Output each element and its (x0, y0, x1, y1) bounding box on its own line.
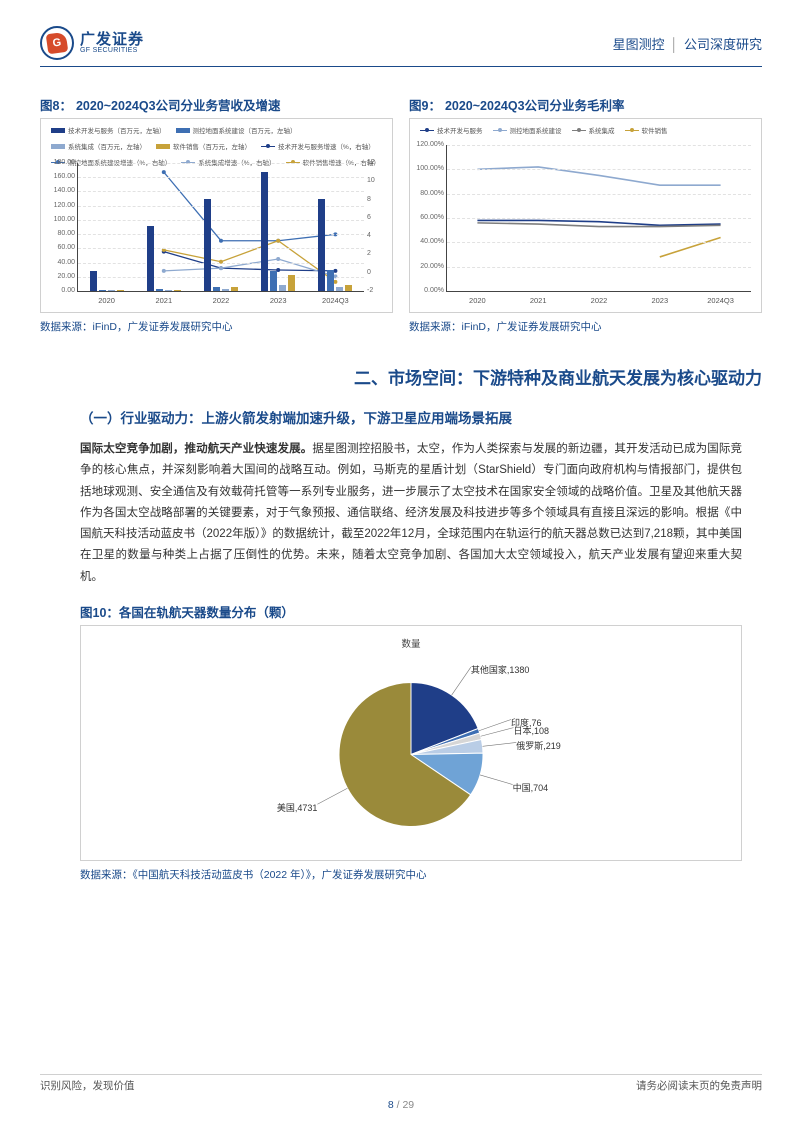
footer-right: 请务必阅读末页的免责声明 (636, 1078, 762, 1093)
figure-10-source: 数据来源：《中国航天科技活动蓝皮书（2022 年）》，广发证券发展研究中心 (80, 867, 762, 882)
legend-swatch (176, 128, 190, 133)
legend-label: 测控地面系统建设 (510, 125, 562, 135)
doc-title-sep: │ (670, 37, 678, 52)
section-heading: 二、市场空间：下游特种及商业航天发展为核心驱动力 (40, 364, 762, 389)
figure-8-title-text: 2020~2024Q3公司分业务营收及增速 (76, 99, 281, 113)
legend-label: 软件销售（百万元，左轴） (173, 141, 251, 151)
figure-9-source: 数据来源：iFinD，广发证券发展研究中心 (409, 319, 762, 334)
logo-text-en: GF SECURITIES (80, 47, 144, 54)
legend-swatch (261, 146, 275, 147)
figure-9-frame: 技术开发与服务 测控地面系统建设 系统集成 软件销售 0.00%20.00%40… (409, 118, 762, 313)
charts-row: 图8： 2020~2024Q3公司分业务营收及增速 技术开发与服务（百万元，左轴）… (40, 95, 762, 334)
doc-title: 星图测控 │ 公司深度研究 (613, 34, 762, 53)
source-label: 数据来源： (80, 869, 133, 881)
figure-8-frame: 技术开发与服务（百万元，左轴） 测控地面系统建设（百万元，左轴） 系统集成（百万… (40, 118, 393, 313)
legend-label: 技术开发与服务（百万元，左轴） (68, 125, 166, 135)
figure-9-plot: 0.00%20.00%40.00%60.00%80.00%100.00%120.… (446, 145, 751, 292)
footer-left: 识别风险，发现价值 (40, 1078, 135, 1093)
logo-text-cn: 广发证券 (80, 32, 144, 47)
brand-logo: G 广发证券 GF SECURITIES (40, 26, 144, 60)
figure-8-plot: 0.0020.0040.0060.0080.00100.00120.00140.… (77, 163, 364, 292)
doc-type: 公司深度研究 (684, 37, 762, 52)
legend-swatch (420, 130, 434, 131)
footer-divider-top (40, 1074, 762, 1075)
source-label: 数据来源： (40, 321, 93, 333)
legend-label: 软件销售 (642, 125, 668, 135)
source-text: iFinD，广发证券发展研究中心 (462, 321, 602, 333)
page-header: G 广发证券 GF SECURITIES 星图测控 │ 公司深度研究 (40, 24, 762, 62)
figure-9-legend: 技术开发与服务 测控地面系统建设 系统集成 软件销售 (416, 123, 755, 137)
legend-label: 系统集成（百万元，左轴） (68, 141, 146, 151)
legend-label: 技术开发与服务增速（%，右轴） (278, 141, 375, 151)
doc-company: 星图测控 (613, 37, 665, 52)
legend-swatch (156, 144, 170, 149)
pie-qty-label: 数量 (401, 636, 420, 650)
figure-9-title-text: 2020~2024Q3公司分业务毛利率 (445, 99, 625, 113)
legend-swatch (51, 128, 65, 133)
body-paragraph: 国际太空竞争加剧，推动航天产业快速发展。据星图测控招股书，太空，作为人类探索与发… (80, 439, 742, 588)
para-body: 据星图测控招股书，太空，作为人类探索与发展的新边疆，其开发活动已成为国际竞争的核… (80, 443, 742, 583)
figure-10-title: 图10：各国在轨航天器数量分布（颗） (80, 602, 762, 621)
legend-label: 测控地面系统建设（百万元，左轴） (193, 125, 297, 135)
figure-10-num: 图10： (80, 606, 119, 620)
legend-swatch (625, 130, 639, 131)
figure-9-num: 图9： (409, 99, 441, 113)
header-divider (40, 66, 762, 67)
page-total: 29 (402, 1099, 414, 1111)
figure-10-frame: 数量 美国,4731中国,704俄罗斯,219日本,108印度,76其他国家,1… (80, 625, 742, 861)
figure-8: 图8： 2020~2024Q3公司分业务营收及增速 技术开发与服务（百万元，左轴）… (40, 95, 393, 334)
source-label: 数据来源： (409, 321, 462, 333)
page-number: 8 / 29 (40, 1099, 762, 1111)
logo-badge-icon: G (40, 26, 74, 60)
legend-swatch (493, 130, 507, 131)
figure-8-title: 图8： 2020~2024Q3公司分业务营收及增速 (40, 95, 393, 114)
page-footer: 识别风险，发现价值 请务必阅读末页的免责声明 8 / 29 (0, 1042, 802, 1111)
logo-glyph: G (46, 32, 69, 55)
source-text: iFinD，广发证券发展研究中心 (93, 321, 233, 333)
pie-chart (321, 664, 501, 849)
legend-swatch (51, 144, 65, 149)
figure-9-title: 图9： 2020~2024Q3公司分业务毛利率 (409, 95, 762, 114)
section-subhead: （一）行业驱动力：上游火箭发射端加速升级，下游卫星应用端场景拓展 (80, 407, 762, 427)
legend-swatch (572, 130, 586, 131)
figure-9: 图9： 2020~2024Q3公司分业务毛利率 技术开发与服务 测控地面系统建设 … (409, 95, 762, 334)
legend-label: 技术开发与服务 (437, 125, 483, 135)
figure-8-num: 图8： (40, 99, 72, 113)
para-lead: 国际太空竞争加剧，推动航天产业快速发展。 (80, 443, 312, 455)
figure-8-source: 数据来源：iFinD，广发证券发展研究中心 (40, 319, 393, 334)
figure-10-title-text: 各国在轨航天器数量分布（颗） (119, 606, 294, 620)
legend-label: 系统集成 (589, 125, 615, 135)
source-text: 《中国航天科技活动蓝皮书（2022 年）》，广发证券发展研究中心 (133, 869, 427, 881)
